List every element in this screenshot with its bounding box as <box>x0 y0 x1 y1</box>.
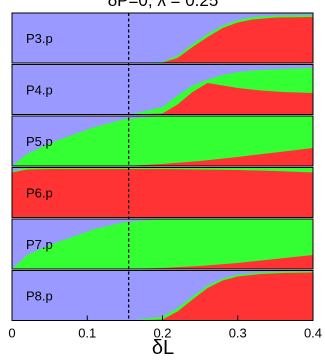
x-tick-label: 0 <box>8 326 15 341</box>
blue-area <box>12 116 313 166</box>
panel-1: P3.p <box>11 12 314 64</box>
panel-6: P8.p <box>11 270 314 321</box>
red-area <box>12 272 313 321</box>
red-area <box>12 169 313 218</box>
blue-area <box>12 64 313 115</box>
panel-2: P4.p <box>11 64 314 115</box>
panel-label: P8.p <box>26 289 53 304</box>
chart-title: δP=0, λ = 0.25 <box>108 0 219 10</box>
x-tick-label: 0.2 <box>153 326 171 341</box>
x-tick-label: 0.3 <box>229 326 247 341</box>
blue-area <box>12 13 313 63</box>
panel-frame <box>11 115 314 167</box>
x-axis: 0 0.1 0.2 0.3 0.4 <box>8 315 322 341</box>
panel-3: P5.p <box>11 115 314 167</box>
blue-area <box>12 270 313 321</box>
panel-frame <box>11 218 314 270</box>
panel-frame <box>11 167 314 218</box>
panel-label: P4.p <box>26 83 53 98</box>
panel-label: P5.p <box>26 134 53 149</box>
x-axis-label: δL <box>152 337 174 359</box>
red-area <box>12 83 313 115</box>
x-tick-label: 0.4 <box>304 326 322 341</box>
blue-area <box>12 219 313 269</box>
panel-frame <box>11 12 314 64</box>
panel-label: P3.p <box>26 31 53 46</box>
red-area <box>12 17 313 63</box>
red-area <box>12 255 313 269</box>
panel-5: P7.p <box>11 218 314 270</box>
x-tick-label: 0.1 <box>78 326 96 341</box>
panel-frame <box>11 64 314 115</box>
panel-4: P6.p <box>11 167 314 218</box>
panel-label: P6.p <box>26 186 53 201</box>
panel-label: P7.p <box>26 237 53 252</box>
red-area <box>12 148 313 166</box>
panels-group: P3.p P4.p P5.p P6.p P7.p P8.p <box>11 12 314 321</box>
